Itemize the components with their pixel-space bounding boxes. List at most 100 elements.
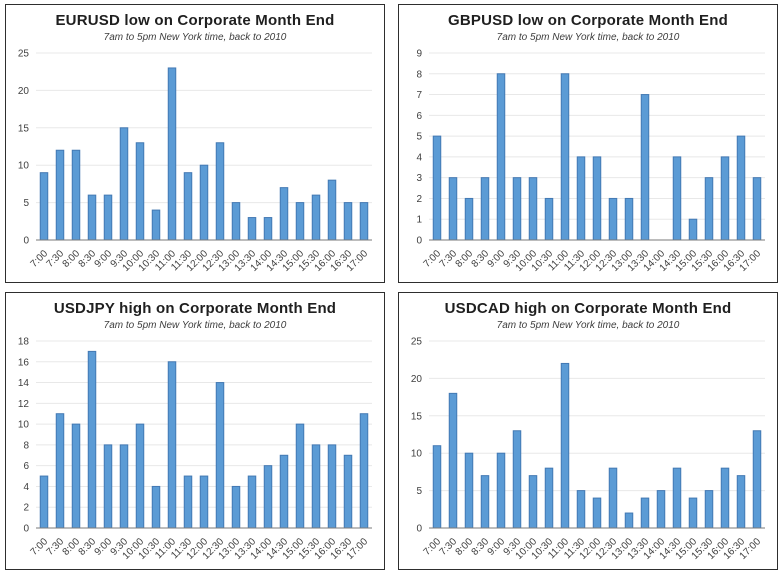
bar xyxy=(480,177,490,241)
bar xyxy=(215,381,225,529)
y-tick-label: 12 xyxy=(18,398,30,409)
bar xyxy=(608,467,618,529)
bar xyxy=(736,474,746,528)
chart-subtitle: 7am to 5pm New York time, back to 2010 xyxy=(496,319,680,331)
bar xyxy=(87,350,97,528)
bar xyxy=(247,475,257,528)
y-tick-label: 10 xyxy=(18,161,30,172)
y-tick-label: 0 xyxy=(416,523,422,534)
bar xyxy=(672,156,682,241)
bar xyxy=(183,475,193,528)
y-tick-label: 8 xyxy=(416,69,422,80)
y-tick-label: 6 xyxy=(23,461,29,472)
y-tick-label: 2 xyxy=(23,502,29,513)
chart-subtitle: 7am to 5pm New York time, back to 2010 xyxy=(103,32,287,43)
chart-panel-eurusd-low: EURUSD low on Corporate Month End 7am to… xyxy=(5,4,385,283)
y-tick-label: 5 xyxy=(416,132,422,143)
bar xyxy=(199,164,209,241)
bar xyxy=(544,197,554,241)
y-tick-label: 2 xyxy=(416,194,422,205)
bar xyxy=(279,454,289,528)
bar xyxy=(512,429,522,528)
bar xyxy=(263,217,273,241)
bar xyxy=(704,489,714,529)
bar xyxy=(624,197,634,241)
bar xyxy=(560,73,570,241)
chart-title: GBPUSD low on Corporate Month End xyxy=(448,12,728,29)
bar xyxy=(752,429,762,528)
y-tick-label: 14 xyxy=(18,378,30,389)
y-tick-label: 15 xyxy=(411,411,423,422)
bar xyxy=(183,172,193,241)
y-tick-label: 1 xyxy=(416,215,422,226)
bar xyxy=(199,475,209,528)
y-tick-label: 0 xyxy=(416,236,422,247)
bar xyxy=(103,443,113,528)
y-tick-label: 4 xyxy=(416,152,422,163)
bar xyxy=(576,156,586,241)
y-tick-label: 3 xyxy=(416,173,422,184)
y-tick-label: 6 xyxy=(416,111,422,122)
plot-area: 0 5 10 15 20 25 7:00 7:30 8:00 8:30 9:00 9:30 10:00 1… xyxy=(6,44,384,282)
bar xyxy=(448,177,458,241)
bar xyxy=(327,443,337,528)
chart-subtitle: 7am to 5pm New York time, back to 2010 xyxy=(103,319,287,331)
bar xyxy=(512,177,522,241)
bar xyxy=(215,142,225,241)
y-tick-label: 25 xyxy=(411,336,423,347)
y-tick-label: 16 xyxy=(18,357,30,368)
bar xyxy=(656,489,666,529)
bar xyxy=(311,443,321,528)
chart-title: USDCAD high on Corporate Month End xyxy=(444,299,732,317)
y-tick-label: 18 xyxy=(18,336,30,347)
bar xyxy=(464,197,474,241)
chart-panel-usdjpy-high: USDJPY high on Corporate Month End 7am t… xyxy=(5,291,385,570)
bar xyxy=(624,512,634,528)
bar xyxy=(343,454,353,528)
y-tick-label: 25 xyxy=(18,49,30,60)
y-tick-label: 0 xyxy=(23,523,29,534)
y-tick-label: 5 xyxy=(416,486,422,497)
bar xyxy=(704,177,714,241)
bar xyxy=(295,202,305,241)
bar xyxy=(576,489,586,529)
bar xyxy=(464,452,474,528)
bar xyxy=(167,360,177,529)
bar xyxy=(119,443,129,528)
y-tick-label: 20 xyxy=(411,373,423,384)
plot-area: 0 1 2 3 4 5 6 7 8 9 7:00 7:30 8:00 8:30 9:00 9:30 10:00 1… xyxy=(399,44,777,282)
bar xyxy=(119,127,129,241)
bar xyxy=(720,467,730,529)
bar xyxy=(71,423,81,528)
bar xyxy=(528,474,538,528)
bar xyxy=(295,423,305,528)
bar xyxy=(592,156,602,241)
bar xyxy=(496,452,506,528)
bar xyxy=(311,194,321,241)
chart-panel-gbpusd-low: GBPUSD low on Corporate Month End 7am to… xyxy=(398,4,778,283)
plot-area: 0 5 10 15 20 25 7:00 7:30 8:00 8:30 9:00 9:30 10:00 1… xyxy=(399,332,777,570)
bar xyxy=(720,156,730,241)
bar xyxy=(87,194,97,241)
bar-chart-svg: 05101520257:007:308:008:309:009:3010:001… xyxy=(411,336,765,561)
y-tick-label: 8 xyxy=(23,440,29,451)
bar xyxy=(752,177,762,241)
bar xyxy=(560,362,570,528)
plot-area: 0 2 4 6 8 10 12 14 16 18 7:00 7:30 8:00 8:30 9:00 9:30 1… xyxy=(6,332,384,570)
y-tick-label: 5 xyxy=(23,198,29,209)
y-tick-label: 4 xyxy=(23,481,29,492)
bar xyxy=(528,177,538,241)
bar xyxy=(592,497,602,529)
bar xyxy=(640,94,650,241)
bar xyxy=(608,197,618,241)
y-tick-label: 15 xyxy=(18,123,30,134)
y-tick-label: 10 xyxy=(411,448,423,459)
y-tick-label: 0 xyxy=(23,236,29,247)
y-tick-label: 7 xyxy=(416,90,422,101)
bar xyxy=(167,67,177,241)
bar xyxy=(432,135,442,241)
bar xyxy=(55,149,65,241)
bar xyxy=(327,179,337,241)
chart-title: USDJPY high on Corporate Month End xyxy=(53,299,337,317)
